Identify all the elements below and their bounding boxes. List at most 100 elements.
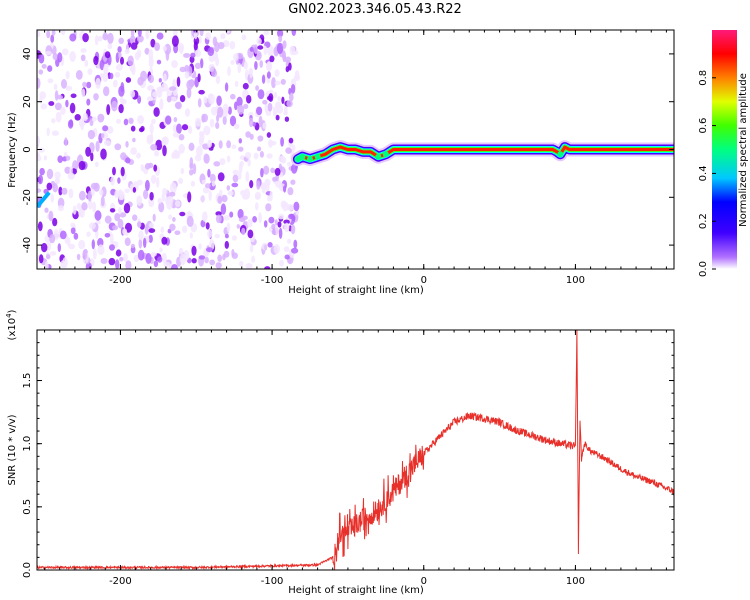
noise-blob [227, 190, 234, 196]
noise-blob [114, 213, 121, 222]
noise-blob [49, 234, 56, 244]
noise-blob [51, 130, 60, 136]
noise-blob [211, 106, 218, 116]
noise-blob [196, 145, 203, 157]
noise-blob [57, 52, 63, 63]
noise-blob [109, 208, 116, 213]
noise-blob [289, 93, 294, 102]
noise-blob [153, 107, 160, 117]
noise-blob [144, 163, 151, 170]
noise-blob [226, 140, 232, 149]
noise-blob [202, 211, 208, 222]
noise-blob [136, 35, 144, 43]
noise-blob [88, 222, 96, 230]
noise-blob [285, 66, 290, 73]
noise-blob [124, 48, 130, 55]
noise-blob [291, 30, 297, 36]
noise-blob [289, 45, 296, 56]
noise-blob [143, 189, 149, 200]
noise-blob [215, 214, 222, 224]
noise-blob [286, 161, 292, 167]
noise-blob [267, 195, 272, 202]
noise-blob [133, 254, 140, 263]
track-point [375, 153, 382, 160]
noise-blob [46, 182, 53, 191]
noise-blob [159, 98, 164, 110]
noise-blob [205, 32, 211, 40]
noise-blob [284, 254, 290, 260]
noise-blob [229, 115, 237, 127]
noise-blob [236, 96, 243, 107]
noise-blob [232, 169, 239, 175]
noise-blob [78, 239, 86, 250]
noise-blob [117, 46, 122, 53]
noise-blob [258, 212, 262, 224]
noise-blob [57, 155, 63, 163]
noise-blob [159, 247, 163, 253]
noise-blob [85, 146, 91, 157]
noise-blob [248, 117, 254, 128]
noise-blob [160, 226, 165, 233]
noise-blob [152, 213, 156, 222]
noise-blob [123, 118, 129, 126]
noise-blob [189, 232, 193, 239]
noise-blob [78, 209, 83, 217]
noise-blob [268, 216, 275, 224]
noise-blob [173, 117, 178, 123]
noise-blob [37, 77, 41, 89]
noise-blob [161, 137, 167, 148]
noise-blob [165, 49, 170, 61]
noise-blob [86, 81, 92, 89]
noise-blob [41, 64, 47, 69]
noise-blob [247, 229, 254, 239]
noise-blob [179, 95, 186, 103]
noise-blob [234, 101, 238, 111]
noise-blob [131, 63, 136, 76]
noise-blob [185, 108, 190, 117]
noise-blob [264, 101, 268, 113]
noise-blob [129, 90, 136, 98]
noise-blob [194, 30, 198, 40]
noise-blob [231, 144, 237, 150]
noise-blob [100, 148, 107, 160]
y-tick-label: 0 [22, 146, 33, 152]
noise-blob [224, 82, 229, 92]
noise-blob [102, 72, 109, 83]
noise-blob [187, 191, 192, 203]
noise-blob [291, 163, 298, 174]
noise-blob [269, 140, 277, 146]
noise-blob [261, 183, 266, 194]
noise-blob [277, 30, 284, 38]
spectrogram-y-label: Frequency (Hz) [7, 112, 18, 188]
noise-blob [87, 190, 92, 202]
noise-blob [154, 42, 161, 51]
noise-blob [280, 78, 286, 85]
noise-blob [263, 165, 270, 175]
noise-blob [137, 76, 144, 86]
noise-blob [202, 186, 210, 194]
noise-blob [70, 227, 76, 235]
noise-blob [144, 223, 149, 235]
noise-blob [187, 125, 193, 134]
track-point [294, 156, 301, 163]
noise-blob [288, 137, 294, 144]
noise-blob [109, 72, 114, 80]
noise-blob [119, 191, 125, 201]
noise-blob [252, 216, 257, 223]
noise-blob [152, 91, 158, 98]
noise-blob [62, 257, 68, 269]
noise-blob [69, 51, 76, 62]
noise-blob [110, 176, 115, 186]
noise-blob [283, 246, 290, 253]
noise-blob [94, 34, 99, 46]
noise-blob [40, 103, 48, 110]
noise-blob [166, 198, 173, 210]
noise-blob [213, 161, 221, 167]
track-point [307, 156, 313, 163]
noise-blob [55, 177, 61, 185]
noise-blob [189, 157, 194, 168]
noise-blob [158, 78, 162, 83]
track-point [299, 153, 306, 160]
noise-blob [205, 222, 210, 230]
noise-blob [73, 232, 79, 240]
